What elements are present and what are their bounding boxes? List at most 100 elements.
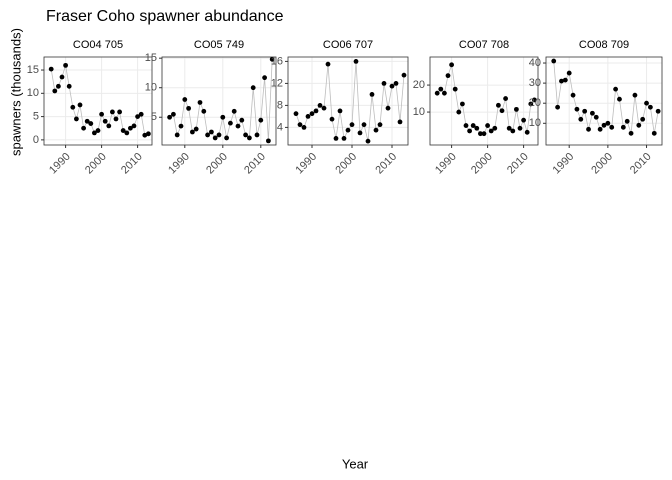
point xyxy=(84,118,90,124)
point xyxy=(570,92,576,98)
point xyxy=(293,111,299,117)
point xyxy=(178,123,184,129)
point xyxy=(369,92,375,97)
panel-border xyxy=(287,56,409,146)
point xyxy=(590,110,595,116)
point xyxy=(648,104,653,110)
y-tick-label: 15 xyxy=(145,52,157,64)
point xyxy=(651,130,657,136)
point xyxy=(325,61,331,67)
point xyxy=(385,105,391,111)
point xyxy=(655,108,661,114)
y-tick-label: 10 xyxy=(529,117,541,129)
point xyxy=(182,97,188,102)
point xyxy=(438,86,444,92)
point xyxy=(297,122,303,128)
point xyxy=(92,130,97,136)
point xyxy=(120,128,126,133)
point xyxy=(452,86,458,92)
point xyxy=(81,125,86,131)
point xyxy=(613,86,618,92)
point xyxy=(506,125,512,131)
panel-border xyxy=(43,56,153,146)
panel-border xyxy=(429,56,539,146)
point xyxy=(142,132,148,138)
point xyxy=(220,114,226,120)
point xyxy=(171,111,176,117)
strip-label: CO05 749 xyxy=(194,39,244,51)
point xyxy=(228,120,233,126)
point xyxy=(521,117,526,123)
point xyxy=(317,103,323,108)
point xyxy=(605,120,611,126)
point xyxy=(373,127,379,133)
point xyxy=(138,111,144,117)
point xyxy=(586,126,591,132)
point xyxy=(247,135,252,141)
point xyxy=(102,118,108,124)
point xyxy=(393,81,399,86)
y-tick-label: 16 xyxy=(271,55,283,67)
point xyxy=(135,114,141,119)
point xyxy=(212,135,218,141)
point xyxy=(235,123,241,129)
series-line xyxy=(295,61,405,142)
point xyxy=(216,132,222,138)
point xyxy=(193,126,199,132)
point xyxy=(597,126,603,132)
point xyxy=(337,108,343,114)
point xyxy=(532,97,537,103)
point xyxy=(309,111,315,117)
point xyxy=(381,81,387,86)
point xyxy=(524,129,530,135)
point xyxy=(551,58,557,64)
point xyxy=(56,83,61,89)
point xyxy=(460,101,465,107)
point xyxy=(95,128,101,133)
point xyxy=(492,125,498,131)
point xyxy=(488,128,494,134)
point xyxy=(620,124,626,130)
y-tick-label: 10 xyxy=(27,87,39,99)
point xyxy=(205,132,211,138)
point xyxy=(239,117,245,123)
point xyxy=(456,109,462,115)
point xyxy=(357,130,363,136)
point xyxy=(63,62,68,68)
y-tick-label: 8 xyxy=(277,99,283,111)
point xyxy=(632,92,638,98)
point xyxy=(401,72,407,78)
point xyxy=(186,105,192,111)
point xyxy=(269,56,275,62)
point xyxy=(449,62,454,68)
y-tick-label: 4 xyxy=(277,121,283,133)
panel-border xyxy=(545,56,663,146)
point xyxy=(266,138,271,144)
point xyxy=(231,108,237,114)
point xyxy=(644,100,649,106)
point xyxy=(442,90,447,96)
point xyxy=(349,122,355,128)
strip-label: CO04 705 xyxy=(73,39,123,51)
point xyxy=(124,130,130,136)
point xyxy=(517,125,523,131)
point xyxy=(209,129,214,135)
point xyxy=(305,114,311,119)
point xyxy=(397,119,403,125)
point xyxy=(562,77,568,83)
point xyxy=(333,136,339,141)
point xyxy=(201,108,207,114)
point xyxy=(510,128,516,134)
point xyxy=(574,106,580,112)
y-tick-label: 20 xyxy=(529,97,541,109)
point xyxy=(434,90,440,96)
point xyxy=(389,83,395,89)
point xyxy=(514,106,519,112)
point xyxy=(624,118,630,124)
point xyxy=(640,116,646,122)
point xyxy=(197,100,203,105)
point xyxy=(528,101,534,107)
point xyxy=(117,109,122,115)
y-tick-label: 10 xyxy=(413,106,425,118)
